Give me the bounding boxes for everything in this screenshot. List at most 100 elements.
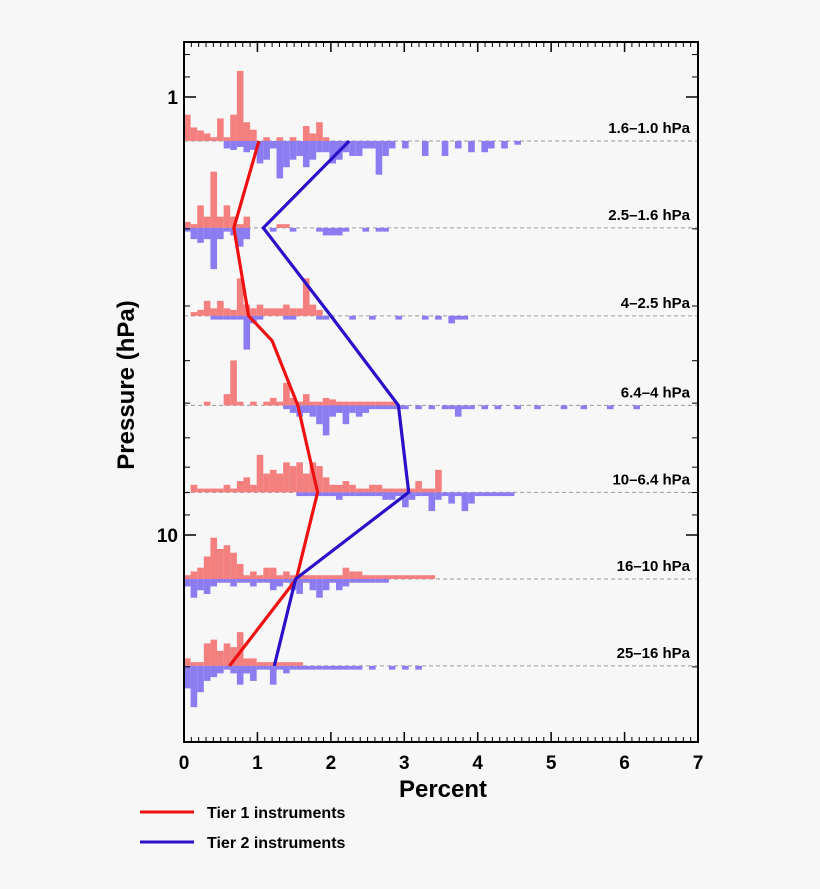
- tier1-bar: [256, 304, 264, 316]
- tier1-bar: [302, 575, 310, 579]
- tier1-bar: [289, 397, 297, 406]
- tier2-bar: [448, 405, 455, 410]
- tier2-bar: [256, 140, 264, 164]
- tier1-bar: [250, 571, 257, 579]
- tier1-bar: [428, 488, 436, 493]
- tier1-bar: [250, 401, 257, 406]
- y-tick-label: 1: [167, 88, 178, 109]
- tier2-bar: [428, 405, 436, 410]
- tier2-bar: [322, 405, 330, 436]
- tier2-bar: [468, 405, 475, 410]
- tier2-bar: [283, 405, 290, 410]
- tier2-bar: [342, 665, 350, 670]
- tier1-bar: [210, 137, 218, 141]
- tier2-bar: [514, 140, 522, 145]
- tier1-bar: [283, 224, 290, 228]
- tier2-bar: [415, 405, 422, 410]
- tier1-bar: [382, 488, 389, 493]
- tier1-bar: [276, 662, 284, 666]
- tier1-bar: [203, 643, 211, 666]
- tier2-bar: [329, 578, 336, 583]
- layer-label: 2.5–1.6 hPa: [608, 207, 690, 224]
- tier2-bar: [296, 578, 303, 594]
- x-axis-title: Percent: [399, 776, 487, 803]
- tier2-bar: [349, 665, 356, 670]
- tier2-bar: [402, 140, 409, 149]
- tier2-bar: [197, 665, 204, 693]
- tier2-bar: [316, 315, 323, 320]
- tier1-bar: [342, 567, 350, 579]
- tier2-bar: [454, 140, 462, 149]
- tier2-bar: [197, 578, 204, 591]
- tier1-bar: [190, 662, 198, 666]
- tier1-bar: [203, 300, 211, 316]
- tier2-bar: [276, 140, 284, 179]
- tier1-bar: [263, 401, 270, 406]
- tier1-bar: [210, 171, 218, 228]
- tier1-bar: [316, 401, 323, 406]
- tier1-bar: [382, 575, 389, 579]
- x-tick-label: 3: [399, 753, 410, 774]
- tier1-bar: [197, 567, 204, 579]
- tier1-bar: [197, 488, 204, 493]
- tier1-bar: [250, 129, 257, 141]
- tier1-bar: [197, 662, 204, 666]
- tier1-bar: [329, 399, 336, 406]
- tier2-bar: [362, 492, 370, 497]
- tier2-bar: [342, 227, 350, 232]
- tier2-bar: [316, 492, 323, 497]
- tier1-bar: [421, 488, 429, 493]
- tier2-bar: [468, 492, 475, 504]
- tier1-bar: [335, 401, 343, 406]
- tier1-bar: [355, 571, 363, 579]
- tier2-bar: [329, 665, 336, 670]
- tier1-bar: [375, 575, 383, 579]
- tier1-bar: [362, 488, 370, 493]
- tier2-bar: [289, 227, 297, 232]
- tier1-bar: [223, 484, 231, 493]
- layer-label: 25–16 hPa: [617, 645, 691, 662]
- tier1-bar: [223, 205, 231, 228]
- tier2-bar: [302, 405, 310, 413]
- tier1-bar: [203, 133, 211, 141]
- tier2-bar: [223, 315, 231, 320]
- tier1-bar: [296, 662, 303, 666]
- tier1-bar: [395, 575, 403, 579]
- tier2-bar: [507, 492, 515, 497]
- tier1-bar: [349, 401, 356, 406]
- tier2-bar: [382, 405, 389, 410]
- tier2-bar: [375, 578, 383, 583]
- tier2-bar: [349, 140, 356, 156]
- layer-label: 6.4–4 hPa: [621, 384, 691, 401]
- tier1-bar: [276, 575, 284, 579]
- tier2-bar: [402, 405, 409, 410]
- tier2-bar: [369, 578, 376, 583]
- tier2-bar: [276, 665, 284, 670]
- tier2-bar: [250, 140, 257, 150]
- tier2-bar: [217, 227, 224, 240]
- tier2-bar: [375, 405, 383, 410]
- tier1-bar: [230, 114, 237, 141]
- layer-label: 10–6.4 hPa: [612, 471, 690, 488]
- legend-label-tier1: Tier 1 instruments: [207, 805, 346, 822]
- tier1-bar: [217, 488, 224, 493]
- tier2-bar: [388, 492, 396, 500]
- tier2-bar: [329, 492, 336, 497]
- tier2-bar: [223, 578, 231, 583]
- tier2-bar: [369, 665, 376, 670]
- tier1-bar: [355, 488, 363, 493]
- tier1-bar: [197, 205, 204, 228]
- tier1-bar: [329, 575, 336, 579]
- tier1-bar: [243, 575, 251, 579]
- tier2-bar: [243, 315, 251, 350]
- tier2-bar: [435, 315, 442, 320]
- tier1-bar: [369, 484, 376, 493]
- tier2-bar: [362, 227, 370, 232]
- tier1-bar: [408, 488, 416, 493]
- tier1-bar: [276, 224, 284, 228]
- tier1-bar: [388, 488, 396, 493]
- tier1-bar: [382, 401, 389, 406]
- tier1-bar: [210, 308, 218, 316]
- tier1-bar: [349, 571, 356, 579]
- tier2-bar: [269, 140, 277, 149]
